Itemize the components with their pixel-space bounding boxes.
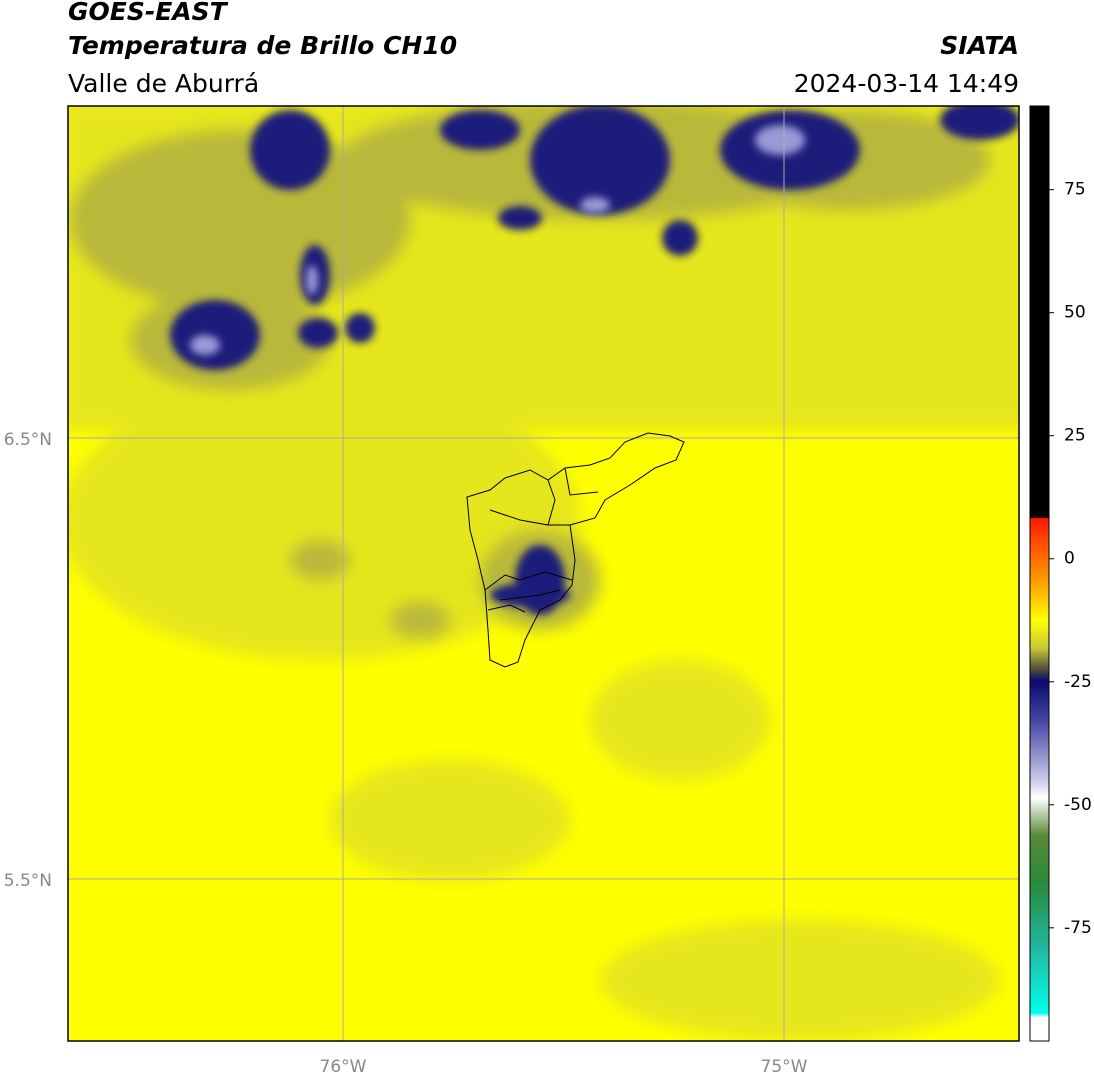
colorbar-tick-label: -50 [1064, 795, 1092, 815]
colorbar: 75 50 25 0 -25 -50 -75 [1029, 105, 1092, 1042]
product-title: Temperatura de Brillo CH10 [68, 31, 457, 60]
colorbar-tick-label: 50 [1064, 303, 1086, 323]
source-label: SIATA [940, 31, 1019, 60]
lat-label: 6.5°N [4, 430, 52, 450]
lon-label: 75°W [761, 1057, 808, 1077]
colorbar-tick-label: 25 [1064, 426, 1086, 446]
lon-label: 76°W [320, 1057, 367, 1077]
satellite-title: GOES-EAST [68, 0, 229, 26]
map-field [68, 106, 1019, 1041]
lat-label: 5.5°N [4, 871, 52, 891]
colorbar-tick-label: 0 [1064, 549, 1075, 569]
region-label: Valle de Aburrá [68, 69, 259, 98]
colorbar-tick-label: -75 [1064, 918, 1092, 938]
colorbar-tick-label: -25 [1064, 672, 1092, 692]
colorbar-tick-label: 75 [1064, 180, 1086, 200]
datetime-label: 2024-03-14 14:49 [794, 69, 1019, 98]
